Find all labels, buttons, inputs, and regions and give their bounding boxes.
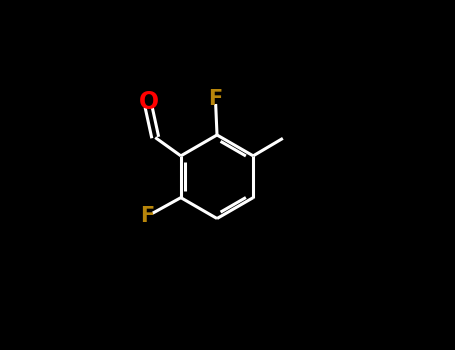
Text: F: F: [141, 206, 155, 226]
Text: O: O: [138, 90, 158, 114]
Text: F: F: [208, 89, 223, 109]
